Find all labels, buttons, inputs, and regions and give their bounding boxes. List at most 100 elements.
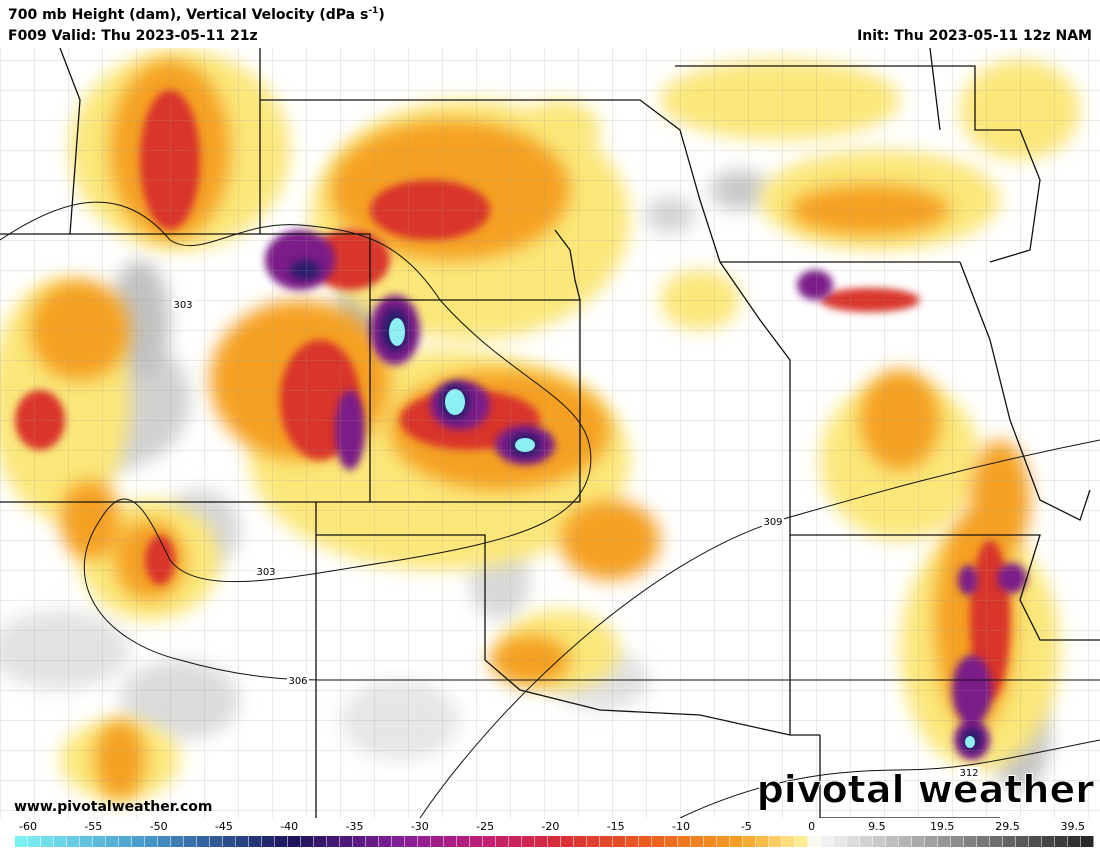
colorbar-cell (470, 836, 483, 847)
colorbar-tick-label: -45 (215, 820, 233, 833)
colorbar-cell (639, 836, 652, 847)
colorbar-cell (1003, 836, 1016, 847)
colorbar-cell (860, 836, 873, 847)
colorbar-cell (418, 836, 431, 847)
colorbar-cell (535, 836, 548, 847)
colorbar-cell (353, 836, 366, 847)
colorbar-cell (600, 836, 613, 847)
colorbar-tick-label: 39.5 (1061, 820, 1086, 833)
colorbar-cell (262, 836, 275, 847)
colorbar-tick-label: -40 (280, 820, 298, 833)
colorbar-cell (574, 836, 587, 847)
colorbar-cell (717, 836, 730, 847)
colorbar-cell (379, 836, 392, 847)
colorbar-cell (873, 836, 886, 847)
colorbar-cell (678, 836, 691, 847)
colorbar-cell (821, 836, 834, 847)
colorbar-cell (1016, 836, 1029, 847)
colorbar-cell (691, 836, 704, 847)
colorbar-cell (197, 836, 210, 847)
colorbar-tick-label: 19.5 (930, 820, 955, 833)
title: 700 mb Height (dam), Vertical Velocity (… (8, 6, 385, 24)
colorbar-cell (223, 836, 236, 847)
colorbar-cell (184, 836, 197, 847)
colorbar-tick-label: -20 (541, 820, 559, 833)
colorbar-cell (782, 836, 795, 847)
colorbar-cell (457, 836, 470, 847)
contour-label: 303 (256, 567, 275, 578)
colorbar-tick-label: 0 (808, 820, 815, 833)
colorbar-cell (626, 836, 639, 847)
contour-label: 306 (288, 676, 307, 687)
colorbar-cell (288, 836, 301, 847)
colorbar-cell (106, 836, 119, 847)
colorbar-cell (210, 836, 223, 847)
colorbar-cell (444, 836, 457, 847)
colorbar-cell (340, 836, 353, 847)
colorbar-cell (496, 836, 509, 847)
colorbar-cell (522, 836, 535, 847)
colorbar-tick-label: -25 (476, 820, 494, 833)
colorbar-cell (1029, 836, 1042, 847)
colorbar-cell (730, 836, 743, 847)
colorbar-tick-label: -5 (741, 820, 752, 833)
contour-label: 303 (173, 300, 192, 311)
colorbar-cell (912, 836, 925, 847)
contour-label: 312 (959, 768, 978, 779)
colorbar-cell (1081, 836, 1094, 847)
colorbar-cell (314, 836, 327, 847)
colorbar-cell (327, 836, 340, 847)
colorbar-cell (132, 836, 145, 847)
colorbar-cell (15, 836, 28, 847)
colorbar-cell (977, 836, 990, 847)
contour-label: 309 (763, 517, 782, 528)
colorbar-cell (93, 836, 106, 847)
colorbar-cell (405, 836, 418, 847)
colorbar-cell (171, 836, 184, 847)
colorbar-cell (431, 836, 444, 847)
colorbar-cell (119, 836, 132, 847)
colorbar-cell (834, 836, 847, 847)
colorbar-cell (990, 836, 1003, 847)
colorbar-tick-label: -55 (84, 820, 102, 833)
init-time: Init: Thu 2023-05-11 12z NAM (857, 28, 1092, 44)
colorbar-cell (795, 836, 808, 847)
contour-labels: 303 303 309 306 312 (172, 299, 980, 779)
colorbar-cell (41, 836, 54, 847)
valid-time: F009 Valid: Thu 2023-05-11 21z (8, 28, 258, 44)
colorbar-cell (951, 836, 964, 847)
colorbar-cell (67, 836, 80, 847)
colorbar-cell (1068, 836, 1081, 847)
colorbar-cell (1042, 836, 1055, 847)
colorbar-cell (158, 836, 171, 847)
colorbar-cell (808, 836, 821, 847)
colorbar-cell (54, 836, 67, 847)
map: 303 303 309 306 312 www.pivotalweather.c… (0, 48, 1100, 818)
colorbar-cell (80, 836, 93, 847)
colorbar-tick-label: -50 (150, 820, 168, 833)
colorbar-cell (665, 836, 678, 847)
colorbar-tick-label: 9.5 (868, 820, 886, 833)
colorbar-cell (925, 836, 938, 847)
colorbar-cell (756, 836, 769, 847)
colorbar-cell (275, 836, 288, 847)
colorbar-tick-label: -15 (607, 820, 625, 833)
colorbar-cell (1055, 836, 1068, 847)
colorbar-cell (613, 836, 626, 847)
colorbar-cell (652, 836, 665, 847)
colorbar-tick-label: -60 (19, 820, 37, 833)
colorbar-cell (483, 836, 496, 847)
colorbar-cell (847, 836, 860, 847)
colorbar-cell (886, 836, 899, 847)
colorbar-cell (743, 836, 756, 847)
website: www.pivotalweather.com (14, 799, 213, 815)
colorbar-cell (392, 836, 405, 847)
colorbar-tick-label: 29.5 (995, 820, 1020, 833)
logo: pivotal weather (757, 768, 1095, 812)
colorbar-tick-label: -35 (346, 820, 364, 833)
colorbar-cell (561, 836, 574, 847)
colorbar-cell (509, 836, 522, 847)
colorbar-cell (249, 836, 262, 847)
colorbar-cell (769, 836, 782, 847)
